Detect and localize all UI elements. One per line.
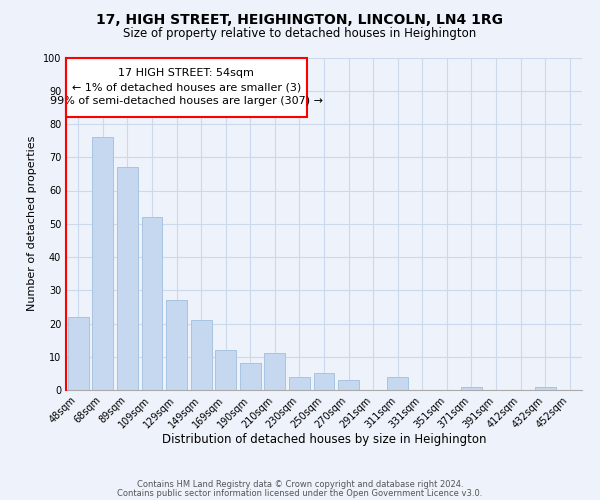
Bar [191,320,212,390]
Bar [215,350,236,390]
Bar [289,376,310,390]
FancyBboxPatch shape [66,58,307,118]
Text: Contains HM Land Registry data © Crown copyright and database right 2024.: Contains HM Land Registry data © Crown c… [137,480,463,489]
Bar [117,167,138,390]
Text: Contains public sector information licensed under the Open Government Licence v3: Contains public sector information licen… [118,488,482,498]
Bar [535,386,556,390]
Text: 17 HIGH STREET: 54sqm
← 1% of detached houses are smaller (3)
99% of semi-detach: 17 HIGH STREET: 54sqm ← 1% of detached h… [50,68,323,106]
Text: 17, HIGH STREET, HEIGHINGTON, LINCOLN, LN4 1RG: 17, HIGH STREET, HEIGHINGTON, LINCOLN, L… [97,12,503,26]
Bar [142,217,163,390]
Bar [387,376,408,390]
Text: Size of property relative to detached houses in Heighington: Size of property relative to detached ho… [124,28,476,40]
Bar [461,386,482,390]
Bar [240,364,261,390]
Bar [338,380,359,390]
Bar [68,317,89,390]
Bar [166,300,187,390]
X-axis label: Distribution of detached houses by size in Heighington: Distribution of detached houses by size … [162,432,486,446]
Bar [92,138,113,390]
Bar [265,354,286,390]
Y-axis label: Number of detached properties: Number of detached properties [27,136,37,312]
Bar [314,374,334,390]
